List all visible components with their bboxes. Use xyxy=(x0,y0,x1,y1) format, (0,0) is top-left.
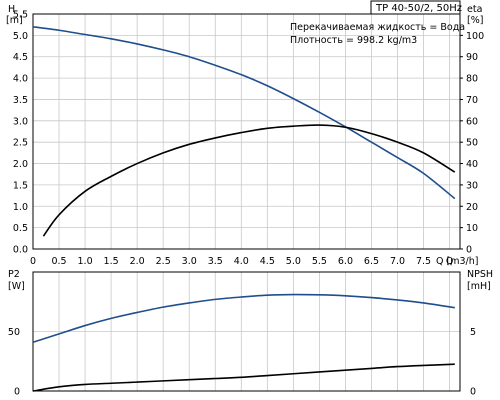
h-tick-label: 1.5 xyxy=(13,180,28,191)
h-tick-label: 0.0 xyxy=(13,245,28,256)
npsh-tick-label: 0 xyxy=(470,387,476,398)
h-tick-label: 1.0 xyxy=(13,202,28,213)
x-tick-label: 4.0 xyxy=(234,256,249,267)
x-tick-label: 3.0 xyxy=(182,256,197,267)
eta-tick-label: 80 xyxy=(466,74,478,85)
eta-axis-label: eta xyxy=(467,4,482,15)
x-tick-label: 1.5 xyxy=(104,256,119,267)
chart-title: TP 40-50/2, 50Hz xyxy=(375,3,462,14)
h-tick-label: 2.0 xyxy=(13,159,28,170)
x-tick-label: 2.5 xyxy=(156,256,171,267)
h-tick-label: 3.5 xyxy=(13,95,28,106)
h-axis-unit: [m] xyxy=(6,15,23,26)
p2-tick-label: 0 xyxy=(14,387,20,398)
x-tick-label: 2.0 xyxy=(130,256,145,267)
h-tick-label: 5.5 xyxy=(13,10,28,21)
q-axis-letter: Q xyxy=(446,256,453,267)
x-tick-label: 1.0 xyxy=(78,256,93,267)
x-tick-label: 3.5 xyxy=(208,256,223,267)
x-tick-label: 6.0 xyxy=(338,256,353,267)
npsh-curve xyxy=(32,363,455,392)
eta-tick-label: 60 xyxy=(466,116,478,127)
eta-curve xyxy=(42,124,456,237)
curves xyxy=(32,26,456,392)
x-tick-label: 0.5 xyxy=(51,256,66,267)
h-tick-label: 3.0 xyxy=(13,116,28,127)
x-tick-label: 7.0 xyxy=(390,256,405,267)
npsh-axis-unit: [mH] xyxy=(467,281,491,292)
eta-tick-label: 0 xyxy=(466,245,472,256)
npsh-tick-label: 5 xyxy=(470,327,476,338)
h-tick-label: 2.5 xyxy=(13,138,28,149)
eta-tick-label: 10 xyxy=(466,223,478,234)
eta-tick-label: 40 xyxy=(466,159,478,170)
p2-axis-unit: [W] xyxy=(8,281,25,292)
eta-tick-label: 30 xyxy=(466,180,478,191)
bottom-chart-grid xyxy=(32,272,460,392)
eta-axis-unit: [%] xyxy=(467,15,483,26)
eta-tick-label: 100 xyxy=(466,31,484,42)
q-axis-unit: Q [m3/h] xyxy=(436,256,478,267)
tick-labels: 0 0.5 1.0 1.5 2.0 2.5 3.0 3.5 4.0 4.5 5.0 5.5 6.0 6.5… xyxy=(8,10,484,398)
x-tick-label: 7.5 xyxy=(416,256,431,267)
eta-tick-label: 70 xyxy=(466,95,478,106)
h-curve xyxy=(32,26,456,200)
density-annotation: Плотность = 998.2 kg/m3 xyxy=(290,35,417,46)
h-tick-label: 4.0 xyxy=(13,74,28,85)
h-tick-label: 5.0 xyxy=(13,31,28,42)
x-tick-label: 6.5 xyxy=(364,256,379,267)
npsh-axis-label: NPSH xyxy=(467,269,493,280)
h-axis-label: H xyxy=(8,4,15,15)
x-tick-label: 4.5 xyxy=(260,256,275,267)
x-tick-label: 5.5 xyxy=(312,256,327,267)
eta-tick-label: 50 xyxy=(466,138,478,149)
p2-axis-label: P2 xyxy=(8,269,20,280)
top-chart-frame xyxy=(32,13,461,250)
eta-tick-label: 20 xyxy=(466,202,478,213)
x-tick-label: 0 xyxy=(30,256,36,267)
x-tick-label: 5.0 xyxy=(286,256,301,267)
h-tick-label: 0.5 xyxy=(13,223,28,234)
eta-tick-label: 90 xyxy=(466,52,478,63)
h-tick-label: 4.5 xyxy=(13,52,28,63)
fluid-annotation: Перекачиваемая жидкость = Вода xyxy=(290,22,465,33)
p2-tick-label: 50 xyxy=(8,327,20,338)
p2-curve xyxy=(32,293,455,343)
title-box xyxy=(370,0,461,15)
bottom-chart-frame xyxy=(32,271,461,392)
